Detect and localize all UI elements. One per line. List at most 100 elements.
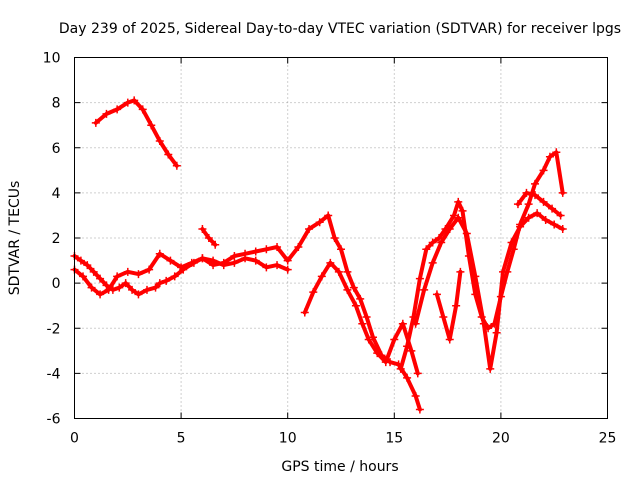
data-point: [452, 301, 461, 310]
data-point: [420, 285, 429, 294]
series-track-d: [198, 224, 220, 249]
data-point: [458, 206, 467, 215]
data-point: [499, 267, 508, 276]
series-trace: [516, 190, 563, 218]
data-point: [456, 267, 465, 276]
grid: [74, 57, 608, 419]
series-trace: [72, 213, 422, 412]
x-tick-label: 25: [599, 431, 617, 447]
data-point: [545, 152, 554, 161]
data-point: [398, 319, 407, 328]
data-point: [413, 369, 422, 378]
data-point: [358, 319, 367, 328]
data-point: [230, 258, 239, 267]
y-tick-label: -6: [47, 412, 61, 428]
data-point: [524, 200, 533, 209]
data-point: [87, 283, 96, 292]
data-point: [522, 188, 531, 197]
data-point: [415, 405, 424, 414]
data-point: [343, 267, 352, 276]
data-point: [381, 358, 390, 367]
data-point: [334, 267, 343, 276]
series-track-i: [432, 267, 465, 344]
data-point: [128, 285, 137, 294]
data-point: [115, 283, 124, 292]
data-point: [396, 364, 405, 373]
data-point: [432, 290, 441, 299]
data-point: [138, 105, 147, 114]
data-point: [539, 197, 548, 206]
data-point: [162, 276, 171, 285]
chart-title: Day 239 of 2025, Sidereal Day-to-day VTE…: [59, 21, 621, 37]
series-track-a: [91, 96, 181, 170]
x-axis-title: GPS time / hours: [281, 459, 398, 475]
data-point: [315, 218, 324, 227]
data-point: [317, 272, 326, 281]
data-point: [364, 335, 373, 344]
data-point: [273, 261, 282, 270]
data-point: [533, 209, 542, 218]
data-point: [83, 261, 92, 270]
data-point: [104, 285, 113, 294]
y-axis-title: SDTVAR / TECUs: [7, 181, 23, 296]
data-point: [305, 224, 314, 233]
series-track-g: [411, 209, 567, 373]
data-point: [262, 245, 271, 254]
x-tick-label: 5: [177, 431, 186, 447]
data-point: [198, 224, 207, 233]
data-point: [513, 200, 522, 209]
data-point: [548, 204, 557, 213]
data-point: [187, 258, 196, 267]
data-point: [558, 188, 567, 197]
data-point: [142, 285, 151, 294]
data-point: [113, 105, 122, 114]
data-point: [445, 335, 454, 344]
data-point: [89, 267, 98, 276]
plot-frame: [74, 57, 608, 419]
data-point: [147, 121, 156, 130]
data-point: [445, 224, 454, 233]
data-point: [251, 247, 260, 256]
y-tick-label: 4: [52, 186, 61, 202]
data-point: [91, 118, 100, 127]
data-point: [531, 191, 540, 200]
data-point: [230, 252, 239, 261]
y-tick-label: 6: [52, 141, 61, 157]
y-tick-label: 10: [43, 51, 61, 67]
data-point: [437, 238, 446, 247]
data-point: [283, 256, 292, 265]
data-point: [454, 213, 463, 222]
data-point: [368, 333, 377, 342]
data-point: [351, 301, 360, 310]
data-point: [531, 179, 540, 188]
data-point: [411, 319, 420, 328]
data-point: [373, 349, 382, 358]
data-point: [471, 272, 480, 281]
data-point: [422, 245, 431, 254]
data-point: [507, 238, 516, 247]
data-point: [251, 256, 260, 265]
data-point: [198, 254, 207, 263]
data-point: [411, 391, 420, 400]
data-point: [524, 213, 533, 222]
data-point: [454, 197, 463, 206]
data-point: [283, 265, 292, 274]
data-point: [155, 249, 164, 258]
data-point: [241, 254, 250, 263]
data-point: [273, 243, 282, 252]
data-point: [407, 346, 416, 355]
data-point: [121, 279, 130, 288]
data-point: [486, 364, 495, 373]
data-point: [539, 166, 548, 175]
data-point: [356, 294, 365, 303]
data-point: [550, 220, 559, 229]
data-point: [76, 256, 85, 265]
data-point: [541, 215, 550, 224]
y-tick-label: -4: [47, 366, 61, 382]
series-layer: [70, 96, 567, 414]
data-point: [415, 274, 424, 283]
data-point: [428, 238, 437, 247]
data-point: [462, 229, 471, 238]
